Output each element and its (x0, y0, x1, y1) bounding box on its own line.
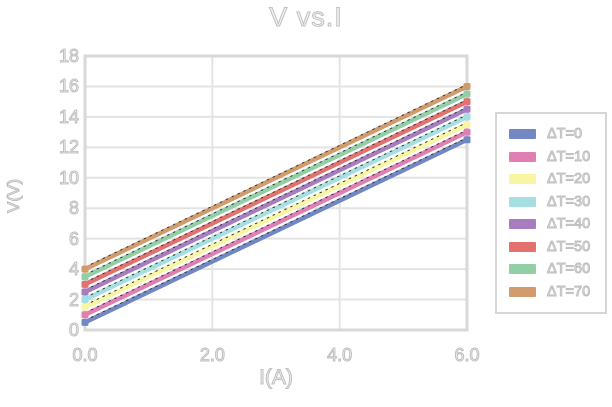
legend-item: ΔT=20 (509, 168, 605, 191)
data-point-marker (81, 318, 89, 326)
y-axis-label: V(V) (4, 179, 24, 214)
legend-swatch (509, 264, 536, 275)
legend-item: ΔT=70 (509, 281, 605, 304)
y-tick-label: 16 (58, 76, 79, 97)
legend-label: ΔT=10 (546, 148, 591, 165)
series-line (82, 91, 470, 279)
series-trendline (84, 122, 468, 306)
legend-item: ΔT=50 (509, 236, 605, 259)
x-tick-label: 2.0 (199, 345, 225, 365)
legend-label: ΔT=30 (546, 193, 591, 210)
data-point-marker (463, 90, 471, 98)
y-tick-label: 6 (68, 228, 79, 249)
data-point-marker (463, 136, 471, 144)
y-tick-label: 10 (58, 167, 79, 188)
series-line (82, 137, 470, 325)
data-point-marker (463, 82, 471, 90)
data-point-marker (463, 128, 471, 136)
data-point-marker (81, 280, 89, 288)
y-tick-label: 2 (68, 289, 79, 310)
series-line (82, 122, 470, 310)
y-tick-label: 8 (68, 198, 79, 219)
legend-label: ΔT=70 (546, 283, 591, 300)
legend-swatch (509, 196, 536, 207)
data-point-marker (463, 98, 471, 106)
series-trendline (84, 129, 468, 314)
legend-item: ΔT=10 (509, 146, 605, 169)
legend-item: ΔT=0 (509, 123, 605, 146)
data-point-marker (81, 265, 89, 273)
legend-swatch (509, 151, 536, 162)
data-point-marker (463, 121, 471, 128)
y-tick-label: 4 (68, 259, 79, 280)
legend-swatch (509, 241, 536, 252)
y-tick-label: 14 (58, 106, 79, 127)
y-tick-label: 0 (68, 320, 79, 340)
x-tick-label: 4.0 (327, 345, 353, 365)
legend-item: ΔT=60 (509, 258, 605, 281)
series-line (82, 114, 470, 302)
data-point-marker (81, 273, 89, 281)
data-point-marker (463, 113, 471, 121)
series-trendline (84, 91, 468, 276)
legend-item: ΔT=40 (509, 213, 605, 236)
series-line (82, 84, 470, 272)
series-line (82, 129, 470, 318)
x-tick-label: 0.0 (72, 345, 98, 365)
data-point-marker (81, 303, 89, 311)
series-trendline (84, 106, 468, 291)
legend-item: ΔT=30 (509, 191, 605, 214)
legend-label: ΔT=60 (546, 261, 591, 278)
y-tick-label: 12 (58, 137, 79, 158)
legend-swatch (509, 219, 536, 230)
chart-title: V vs.I (269, 2, 343, 33)
data-point-marker (81, 311, 89, 319)
y-tick-label: 18 (58, 46, 79, 66)
series-trendline (84, 137, 468, 321)
plot-frame (83, 54, 469, 332)
series-trendline (84, 83, 468, 268)
data-point-marker (81, 288, 89, 296)
x-tick-label: 6.0 (454, 345, 480, 365)
legend-label: ΔT=40 (546, 216, 591, 233)
series-line (82, 99, 470, 287)
legend-label: ΔT=50 (546, 238, 591, 255)
x-axis-label: I(A) (259, 366, 294, 390)
series-trendline (84, 99, 468, 283)
legend-swatch (509, 174, 536, 185)
legend-label: ΔT=0 (546, 126, 583, 143)
legend-swatch (509, 129, 536, 140)
legend-label: ΔT=20 (546, 171, 591, 188)
legend-swatch (509, 286, 536, 297)
series-line (82, 107, 470, 295)
series-trendline (84, 114, 468, 299)
data-point-marker (81, 296, 89, 304)
legend: ΔT=0 ΔT=10 ΔT=20 ΔT=30 ΔT=40 ΔT=50 ΔT=60 ΔT=70 (495, 112, 607, 314)
data-point-marker (463, 105, 471, 113)
